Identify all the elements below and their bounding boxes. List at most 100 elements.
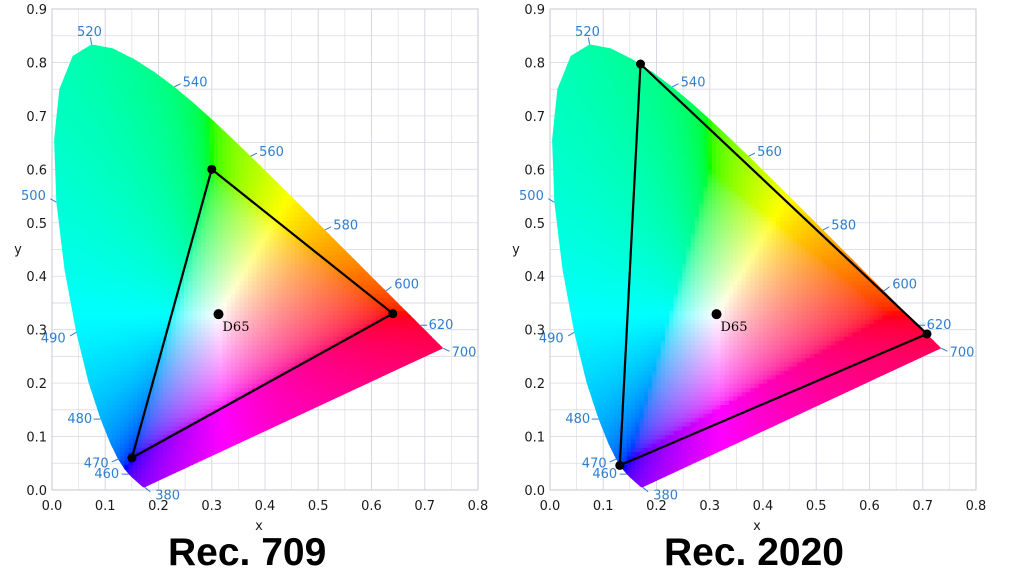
wavelength-label: 480 [67, 412, 92, 427]
x-tick-label: 0.6 [859, 499, 880, 514]
wavelength-label: 560 [757, 145, 782, 160]
wavelength-label: 580 [831, 219, 856, 234]
wavelength-label: 470 [84, 456, 109, 471]
white-point-label: D65 [721, 320, 748, 335]
y-tick-label: 0.5 [26, 217, 47, 232]
y-tick-label: 0.1 [524, 431, 545, 446]
wavelength-tick [609, 458, 617, 463]
wavelength-label: 380 [155, 489, 180, 504]
wavelength-label: 490 [41, 332, 66, 347]
primary-point-r [922, 329, 932, 339]
axis-ticks: 0.0 0.1 0.2 0.3 0.4 0.5 0.6 0.7 0.8 0.0 0.1 0.2 0.3 0… [524, 3, 986, 514]
wavelength-label: 490 [539, 332, 564, 347]
gamut-outline [618, 61, 929, 468]
y-tick-label: 0.7 [26, 110, 47, 125]
y-tick-label: 0.3 [524, 324, 545, 339]
wavelength-tick [748, 152, 756, 157]
gamut-outline [130, 167, 395, 461]
y-tick-label: 0.6 [26, 163, 47, 178]
x-tick-label: 0.2 [646, 499, 667, 514]
chart-panel-rec2020: 380 460 470 480 490 500 520 540 560 580 600 620 700 D… [498, 0, 1010, 576]
wavelength-label: 460 [592, 467, 617, 482]
wavelength-label: 620 [429, 318, 454, 333]
x-tick-label: 0.2 [148, 499, 169, 514]
y-tick-label: 0.1 [26, 431, 47, 446]
gamut-triangle [127, 164, 398, 463]
wavelength-label: 380 [653, 489, 678, 504]
y-tick-label: 0.6 [524, 163, 545, 178]
spectral-locus-fill [552, 44, 942, 488]
wavelength-tick [250, 152, 258, 157]
x-axis-label: x [753, 519, 761, 534]
wavelength-label: 700 [452, 345, 477, 360]
plot-frame [51, 8, 479, 491]
chart-title: Rec. 2020 [664, 530, 844, 576]
wavelength-label: 600 [394, 278, 419, 293]
wavelength-tick [69, 331, 77, 337]
y-tick-label: 0.8 [26, 56, 47, 71]
wavelength-label: 560 [259, 145, 284, 160]
wavelength-tick [385, 286, 392, 292]
chart-title: Rec. 709 [168, 530, 326, 576]
x-tick-label: 0.5 [806, 499, 827, 514]
wavelength-tick [587, 37, 591, 45]
x-tick-label: 0.8 [468, 499, 489, 514]
x-tick-label: 0.7 [414, 499, 435, 514]
wavelength-tick [672, 83, 679, 88]
chart-panel-rec709: 380 460 470 480 490 500 520 540 560 580 600 620 700 D… [14, 3, 489, 576]
wavelength-label: 460 [94, 467, 119, 482]
y-tick-label: 0.9 [26, 3, 47, 18]
wavelength-tick [883, 286, 890, 292]
wavelength-label: 700 [950, 345, 975, 360]
wavelength-tick [324, 226, 332, 231]
wavelength-label: 520 [77, 25, 102, 40]
x-tick-label: 0.4 [255, 499, 276, 514]
wavelength-tick [50, 198, 57, 203]
white-point-marker [711, 309, 722, 320]
wavelength-label: 470 [582, 456, 607, 471]
wavelength-label: 580 [333, 219, 358, 234]
y-tick-label: 0.9 [524, 3, 545, 18]
y-tick-label: 0.0 [524, 484, 545, 499]
x-tick-label: 0.0 [42, 499, 63, 514]
y-axis-label: y [14, 243, 22, 258]
wavelength-label: 480 [565, 412, 590, 427]
gamut-triangle [615, 59, 932, 470]
y-tick-label: 0.0 [26, 484, 47, 499]
primary-point-b [615, 460, 625, 470]
white-point-label: D65 [223, 320, 250, 335]
primary-point-g [207, 164, 217, 174]
primary-point-g [636, 59, 646, 69]
y-tick-label: 0.2 [26, 377, 47, 392]
wavelength-label: 540 [183, 76, 208, 91]
x-tick-label: 0.6 [361, 499, 382, 514]
x-axis-label: x [255, 519, 263, 534]
wavelength-tick [443, 347, 450, 352]
y-tick-label: 0.4 [524, 270, 545, 285]
wavelength-tick [822, 226, 830, 231]
wavelength-tick [144, 486, 151, 493]
wavelength-tick [548, 198, 555, 203]
wavelength-tick [111, 458, 119, 463]
y-tick-label: 0.8 [524, 56, 545, 71]
x-tick-label: 0.5 [308, 499, 329, 514]
x-tick-label: 0.1 [593, 499, 614, 514]
wavelength-label: 540 [681, 76, 706, 91]
x-tick-label: 0.3 [201, 499, 222, 514]
y-tick-label: 0.2 [524, 377, 545, 392]
wavelength-label: 520 [575, 25, 600, 40]
x-tick-label: 0.0 [540, 499, 561, 514]
wavelength-label: 500 [519, 189, 544, 204]
spectral-locus-fill [54, 44, 444, 488]
wavelength-tick [567, 331, 575, 337]
wavelength-tick [642, 486, 649, 493]
primary-point-r [388, 309, 398, 319]
y-tick-label: 0.5 [524, 217, 545, 232]
x-tick-label: 0.3 [699, 499, 720, 514]
x-tick-label: 0.8 [966, 499, 987, 514]
x-tick-label: 0.1 [95, 499, 116, 514]
